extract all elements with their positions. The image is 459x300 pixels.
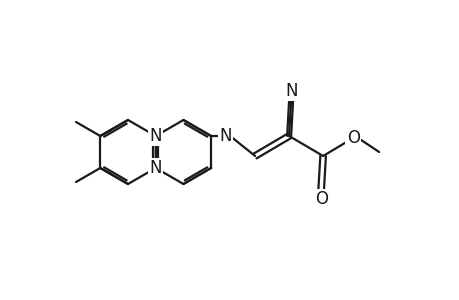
- Text: N: N: [149, 127, 162, 145]
- Text: N: N: [284, 82, 297, 100]
- Text: N: N: [218, 127, 231, 145]
- Text: N: N: [149, 159, 162, 177]
- Text: O: O: [314, 190, 327, 208]
- Text: O: O: [346, 129, 359, 147]
